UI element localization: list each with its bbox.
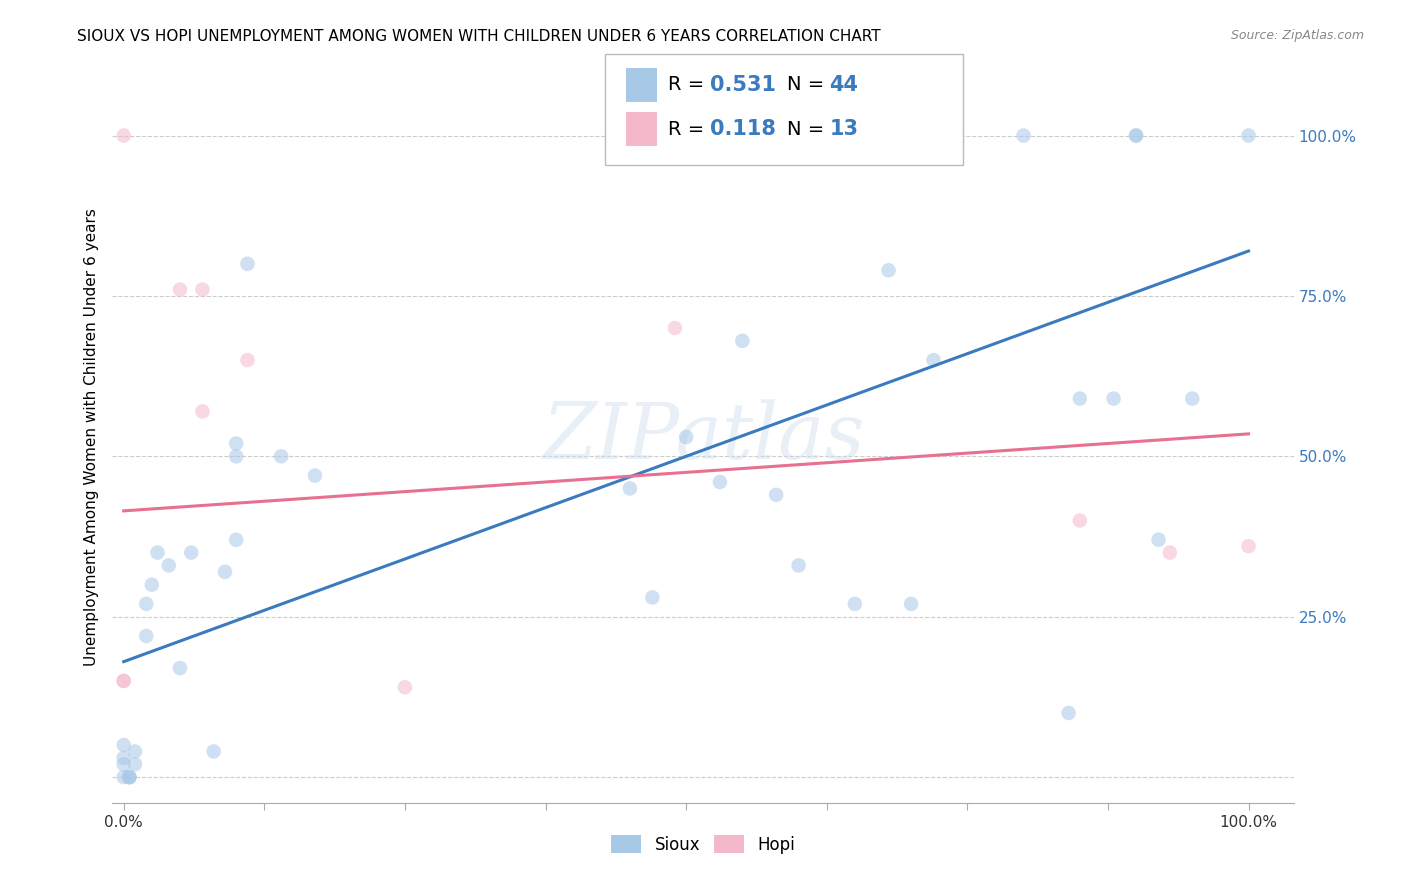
Point	[641, 591, 664, 605]
Point	[191, 404, 214, 418]
Point	[1057, 706, 1080, 720]
Text: N =: N =	[787, 120, 831, 139]
Point	[1237, 128, 1260, 143]
Text: 13: 13	[830, 120, 859, 139]
Point	[191, 283, 214, 297]
Point	[169, 661, 191, 675]
Point	[202, 744, 225, 758]
Point	[180, 545, 202, 559]
Point	[118, 770, 141, 784]
Point	[844, 597, 866, 611]
Point	[765, 488, 787, 502]
Point	[135, 629, 157, 643]
Point	[141, 577, 163, 591]
Point	[112, 673, 135, 688]
Point	[1159, 545, 1181, 559]
Y-axis label: Unemployment Among Women with Children Under 6 years: Unemployment Among Women with Children U…	[83, 208, 98, 666]
Point	[157, 558, 180, 573]
Point	[112, 128, 135, 143]
Point	[304, 468, 326, 483]
Point	[731, 334, 754, 348]
Point	[270, 450, 292, 464]
Point	[664, 321, 686, 335]
Point	[112, 738, 135, 752]
Point	[619, 482, 641, 496]
Point	[112, 751, 135, 765]
Point	[787, 558, 810, 573]
Point	[214, 565, 236, 579]
Point	[1069, 514, 1091, 528]
Point	[922, 353, 945, 368]
Text: R =: R =	[668, 75, 710, 95]
Point	[1012, 128, 1035, 143]
Text: SIOUX VS HOPI UNEMPLOYMENT AMONG WOMEN WITH CHILDREN UNDER 6 YEARS CORRELATION C: SIOUX VS HOPI UNEMPLOYMENT AMONG WOMEN W…	[77, 29, 882, 44]
Text: 44: 44	[830, 75, 859, 95]
Point	[877, 263, 900, 277]
Text: Source: ZipAtlas.com: Source: ZipAtlas.com	[1230, 29, 1364, 42]
Point	[124, 744, 146, 758]
Point	[225, 436, 247, 450]
Point	[1125, 128, 1147, 143]
Point	[394, 681, 416, 695]
Point	[135, 597, 157, 611]
Text: N =: N =	[787, 75, 831, 95]
Point	[112, 770, 135, 784]
Point	[236, 257, 259, 271]
Point	[1069, 392, 1091, 406]
Point	[675, 430, 697, 444]
Point	[236, 353, 259, 368]
Point	[225, 450, 247, 464]
Point	[118, 770, 141, 784]
Point	[225, 533, 247, 547]
Text: R =: R =	[668, 120, 710, 139]
Text: ZIPatlas: ZIPatlas	[541, 399, 865, 475]
Point	[169, 283, 191, 297]
Point	[1102, 392, 1125, 406]
Point	[146, 545, 169, 559]
Point	[1237, 539, 1260, 553]
Point	[1147, 533, 1170, 547]
Point	[900, 597, 922, 611]
Text: 0.531: 0.531	[710, 75, 776, 95]
Legend: Sioux, Hopi: Sioux, Hopi	[605, 829, 801, 860]
Point	[697, 128, 720, 143]
Point	[124, 757, 146, 772]
Point	[709, 475, 731, 489]
Point	[118, 770, 141, 784]
Point	[1181, 392, 1204, 406]
Text: 0.118: 0.118	[710, 120, 776, 139]
Point	[112, 673, 135, 688]
Point	[1125, 128, 1147, 143]
Point	[112, 757, 135, 772]
